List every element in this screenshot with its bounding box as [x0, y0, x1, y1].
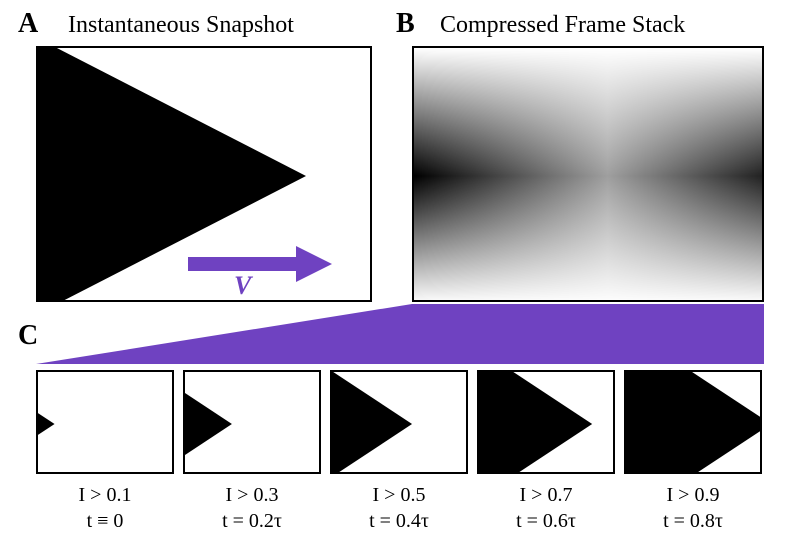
panel-c-time-3: t = 0.6τ — [471, 510, 621, 533]
panel-c-threshold-1: I > 0.3 — [177, 484, 327, 507]
panel-c-threshold-0: I > 0.1 — [30, 484, 180, 507]
panel-c-frame-4 — [624, 370, 762, 474]
panel-c-frame-1 — [183, 370, 321, 474]
panel-c-frame-3 — [477, 370, 615, 474]
panel-c-threshold-3: I > 0.7 — [471, 484, 621, 507]
panel-c-label: C — [18, 320, 38, 352]
panel-c-time-1: t = 0.2τ — [177, 510, 327, 533]
panel-c-frame-0 — [36, 370, 174, 474]
panel-c-time-4: t = 0.8τ — [618, 510, 768, 533]
connector-trapezoid — [36, 304, 764, 364]
panel-c-threshold-2: I > 0.5 — [324, 484, 474, 507]
panel-c-time-2: t = 0.4τ — [324, 510, 474, 533]
panel-c-time-0: t ≡ 0 — [30, 510, 180, 533]
panel-c-frame-2 — [330, 370, 468, 474]
panel-c-threshold-4: I > 0.9 — [618, 484, 768, 507]
figure: A Instantaneous Snapshot V B Compressed … — [0, 0, 800, 556]
